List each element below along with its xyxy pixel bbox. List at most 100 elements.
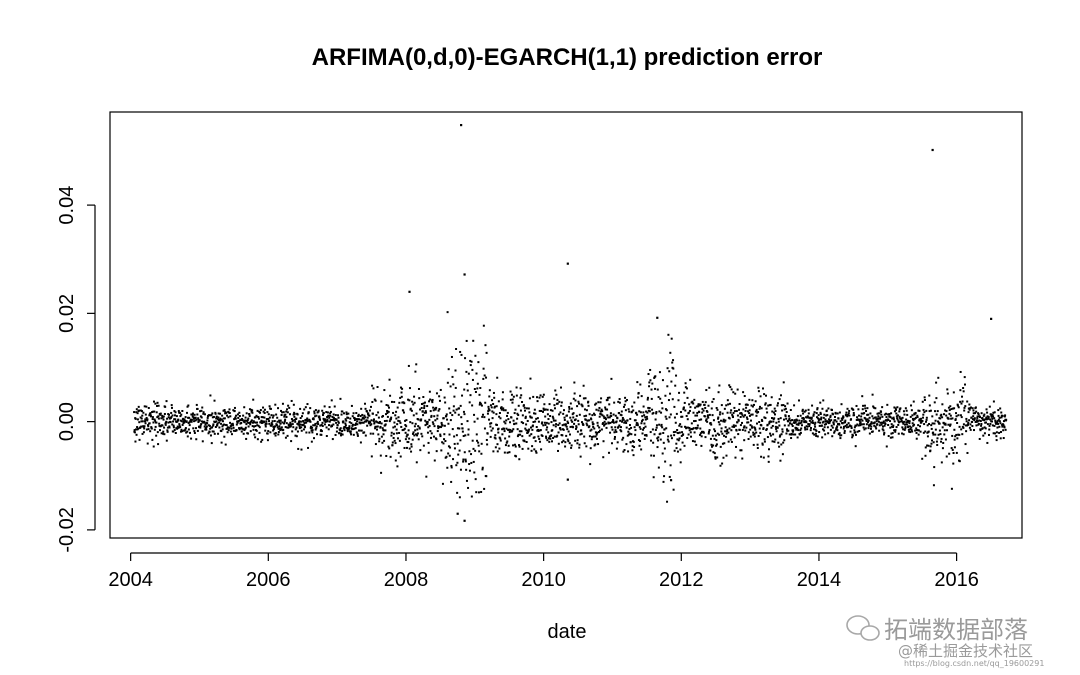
data-point	[152, 400, 155, 403]
data-point	[538, 409, 541, 412]
data-point	[934, 419, 937, 422]
data-point	[746, 403, 749, 406]
data-point	[146, 442, 149, 445]
data-point	[641, 432, 644, 435]
data-point	[871, 393, 874, 396]
data-point	[709, 449, 712, 452]
data-point	[236, 420, 239, 423]
data-point	[504, 422, 507, 425]
data-point	[744, 414, 747, 417]
data-point	[933, 422, 936, 425]
data-point	[871, 415, 874, 418]
data-point	[839, 437, 842, 440]
data-point	[941, 426, 944, 429]
data-point	[725, 454, 728, 457]
data-point	[373, 421, 376, 424]
data-point	[470, 495, 473, 498]
data-point	[938, 429, 941, 432]
data-point	[695, 405, 698, 408]
data-point	[546, 426, 549, 429]
data-point	[422, 396, 425, 399]
data-point	[227, 429, 230, 432]
data-point	[495, 413, 498, 416]
data-point	[936, 443, 939, 446]
data-point	[473, 420, 476, 423]
data-point	[932, 441, 935, 444]
data-point	[950, 417, 953, 420]
data-point	[799, 431, 802, 434]
data-point	[750, 425, 753, 428]
data-point	[771, 410, 774, 413]
data-point	[861, 419, 864, 422]
data-point	[362, 421, 365, 424]
data-point	[665, 409, 668, 412]
data-point	[229, 430, 232, 433]
data-point	[669, 413, 672, 416]
data-point	[691, 440, 694, 443]
data-point	[426, 431, 429, 434]
data-point	[449, 446, 452, 449]
data-point	[420, 406, 423, 409]
data-point	[700, 418, 703, 421]
data-point	[745, 426, 748, 429]
data-point	[274, 432, 277, 435]
data-point	[572, 416, 575, 419]
data-point	[214, 421, 217, 424]
data-point	[166, 430, 169, 433]
data-point	[451, 375, 454, 378]
data-point	[658, 423, 661, 426]
data-point	[743, 395, 746, 398]
data-point	[528, 428, 531, 431]
data-point	[930, 427, 933, 430]
data-point	[979, 429, 982, 432]
data-point	[766, 411, 769, 414]
data-point	[758, 421, 761, 424]
data-point	[739, 424, 742, 427]
data-point	[745, 416, 748, 419]
data-point	[499, 437, 502, 440]
data-point	[976, 416, 979, 419]
data-point	[355, 412, 358, 415]
data-point	[275, 424, 278, 427]
data-point	[856, 416, 859, 419]
data-point	[907, 419, 910, 422]
data-point	[387, 445, 390, 448]
data-point	[699, 427, 702, 430]
data-point	[842, 425, 845, 428]
data-point	[1004, 428, 1007, 431]
data-point	[982, 434, 985, 437]
data-point	[759, 405, 761, 408]
data-point	[741, 414, 744, 417]
data-point	[472, 339, 475, 342]
data-point	[908, 430, 911, 433]
data-point	[440, 426, 443, 429]
data-point	[950, 487, 953, 490]
data-point	[565, 414, 568, 417]
data-point	[557, 442, 560, 445]
data-point	[257, 424, 260, 427]
data-point	[832, 413, 835, 416]
data-point	[609, 431, 612, 434]
data-point	[636, 422, 639, 425]
data-point	[753, 403, 756, 406]
data-point	[349, 430, 352, 433]
data-point	[203, 413, 206, 416]
data-point	[1003, 426, 1006, 429]
data-point	[887, 423, 890, 426]
data-point	[476, 439, 479, 442]
data-point	[983, 413, 986, 416]
data-point	[866, 407, 869, 410]
data-point	[609, 421, 612, 424]
data-point	[686, 437, 689, 440]
data-point	[141, 420, 144, 423]
data-point	[960, 402, 963, 405]
data-point	[623, 403, 626, 406]
data-point	[202, 411, 205, 414]
data-point	[926, 444, 929, 447]
data-point	[352, 423, 354, 426]
data-point	[972, 409, 975, 412]
data-point	[166, 429, 169, 432]
data-point	[537, 429, 540, 432]
data-point	[242, 432, 245, 435]
data-point	[960, 416, 963, 419]
